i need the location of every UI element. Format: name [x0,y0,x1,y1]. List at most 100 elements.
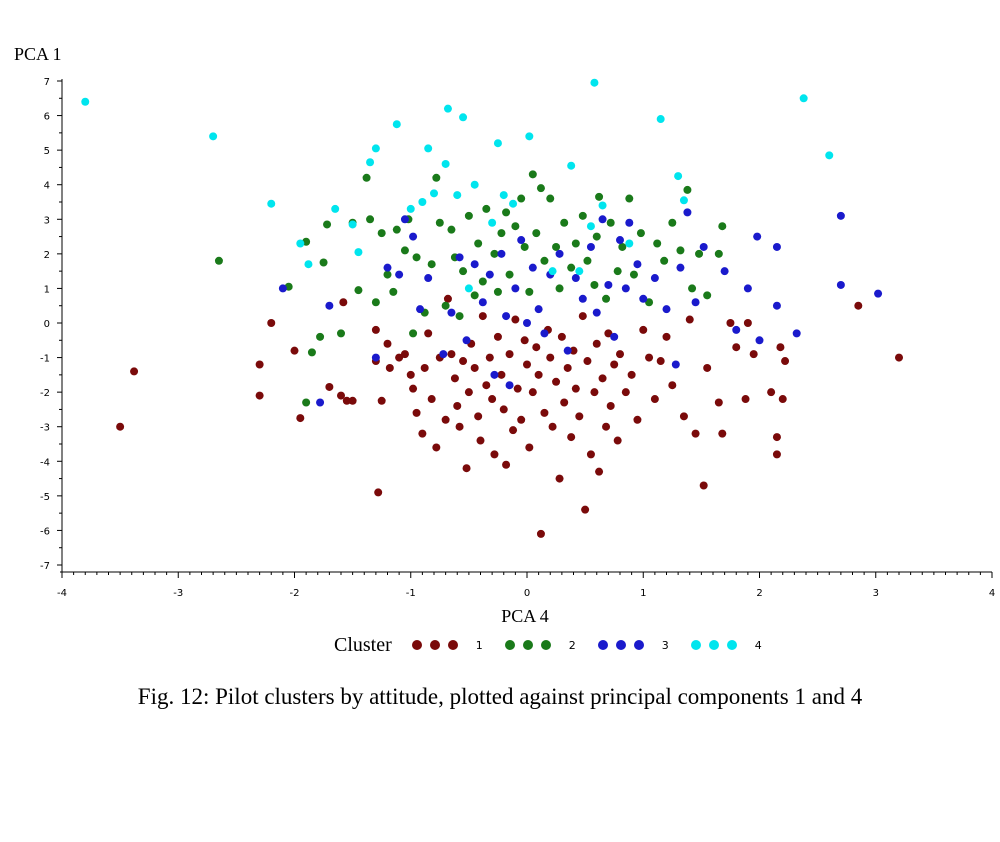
data-point [567,433,576,442]
data-point [459,357,468,366]
data-point [412,253,421,262]
data-point [383,263,392,272]
data-point [348,220,357,229]
data-point [691,298,700,307]
data-point [409,384,418,393]
data-point [497,370,506,379]
data-point [316,398,325,407]
data-point [366,158,375,167]
data-point [392,120,401,129]
legend-dot [633,640,644,650]
data-point [348,396,357,405]
data-point [505,381,514,390]
data-point [374,488,383,497]
data-point [420,363,429,372]
data-point [395,353,404,362]
data-point [482,204,491,213]
data-point [578,211,587,220]
data-point [116,422,125,431]
legend-dot [447,640,458,650]
data-point [337,329,345,338]
legend-dot [429,640,440,650]
data-point [455,312,464,321]
data-point [447,350,456,359]
data-point [650,395,659,404]
data-point [528,170,537,179]
data-point [555,474,564,483]
data-point [296,239,305,248]
data-point [517,415,526,424]
y-tick-label: -4 [40,457,50,468]
data-point [432,443,441,452]
data-point [732,325,741,334]
data-point [488,218,497,227]
data-point [435,218,444,227]
data-point [478,277,487,286]
data-point [319,258,328,267]
data-point [464,284,473,293]
data-point [743,284,752,293]
data-point [583,357,592,366]
data-point [633,415,642,424]
data-point [653,239,662,248]
y-tick-label: 0 [44,319,50,330]
data-point [874,289,883,298]
data-point [441,415,450,424]
data-point [610,332,619,341]
data-point [502,460,511,469]
data-point [362,173,371,182]
data-point [354,248,363,257]
data-point [493,287,502,296]
data-point [267,199,276,208]
data-point [691,429,700,438]
data-point [493,139,502,148]
data-point [546,353,555,362]
y-tick-label: -6 [40,526,50,537]
data-point [532,229,541,238]
legend-dot [522,640,533,650]
y-tick-label: 3 [44,215,50,226]
data-point [683,208,692,217]
data-point [627,370,636,379]
data-point [427,395,436,404]
data-point [371,353,380,362]
data-point [548,422,557,431]
legend-dot [504,640,515,650]
series-cluster-2 [214,170,727,407]
data-point [490,249,499,258]
legend-dot [708,640,719,650]
data-point [432,173,441,182]
data-point [621,284,630,293]
data-point [430,189,438,198]
x-tick-label: 1 [640,588,646,599]
data-point [610,360,619,369]
data-point [534,370,543,379]
data-point [660,256,669,265]
data-point [586,242,595,251]
data-point [470,291,479,300]
data-point [427,260,436,269]
data-point [772,433,781,442]
data-point [590,280,599,289]
data-point [325,382,334,391]
legend-label: 3 [661,638,669,652]
data-point [443,294,452,303]
data-point [688,284,697,293]
data-point [331,204,340,213]
y-tick-label: -1 [40,354,50,365]
y-tick-label: -5 [40,492,50,503]
data-point [455,422,464,431]
series-cluster-1 [116,294,903,538]
data-point [540,408,549,417]
data-point [604,280,613,289]
legend-title: Cluster [334,633,392,656]
data-point [598,374,607,383]
data-point [662,332,671,341]
data-point [418,429,427,438]
data-point [563,363,572,372]
data-point [676,263,685,272]
x-tick-label: -4 [57,588,67,599]
legend-item-3: 3 [597,638,669,652]
data-point [540,329,549,338]
data-point [560,398,569,407]
